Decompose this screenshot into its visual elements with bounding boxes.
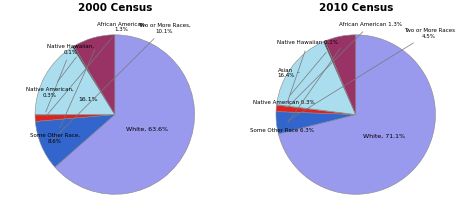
Text: African American,
1.3%: African American, 1.3% [46, 21, 146, 116]
Wedge shape [55, 35, 194, 194]
Wedge shape [35, 115, 115, 122]
Text: Native Hawaiian 0.1%: Native Hawaiian 0.1% [277, 40, 338, 103]
Text: Native American,
0.3%: Native American, 0.3% [26, 57, 76, 98]
Wedge shape [73, 46, 115, 115]
Wedge shape [276, 105, 356, 115]
Text: Two or More Races
4.5%: Two or More Races 4.5% [288, 28, 455, 120]
Text: Asian
16.4%: Asian 16.4% [277, 68, 300, 79]
Wedge shape [276, 105, 356, 115]
Wedge shape [276, 112, 356, 134]
Wedge shape [35, 47, 115, 115]
Wedge shape [35, 114, 115, 115]
Text: African American 1.3%: African American 1.3% [288, 22, 401, 107]
Title: 2010 Census: 2010 Census [319, 3, 393, 13]
Text: White, 63.6%: White, 63.6% [127, 127, 168, 132]
Text: 16.1%: 16.1% [79, 97, 98, 102]
Wedge shape [324, 41, 356, 115]
Text: Some Other Race,
8.6%: Some Other Race, 8.6% [30, 49, 95, 144]
Wedge shape [325, 35, 356, 115]
Wedge shape [277, 42, 356, 115]
Text: Two or More Races,
10.1%: Two or More Races, 10.1% [52, 23, 191, 140]
Wedge shape [36, 115, 115, 167]
Text: Native American 0.3%: Native American 0.3% [253, 52, 326, 105]
Wedge shape [278, 35, 436, 194]
Text: White, 71.1%: White, 71.1% [363, 134, 405, 139]
Text: Some Other Race 6.3%: Some Other Race 6.3% [250, 48, 340, 133]
Wedge shape [74, 35, 115, 115]
Title: 2000 Census: 2000 Census [78, 3, 152, 13]
Text: Native Hawaiian,
0.1%: Native Hawaiian, 0.1% [46, 44, 94, 112]
